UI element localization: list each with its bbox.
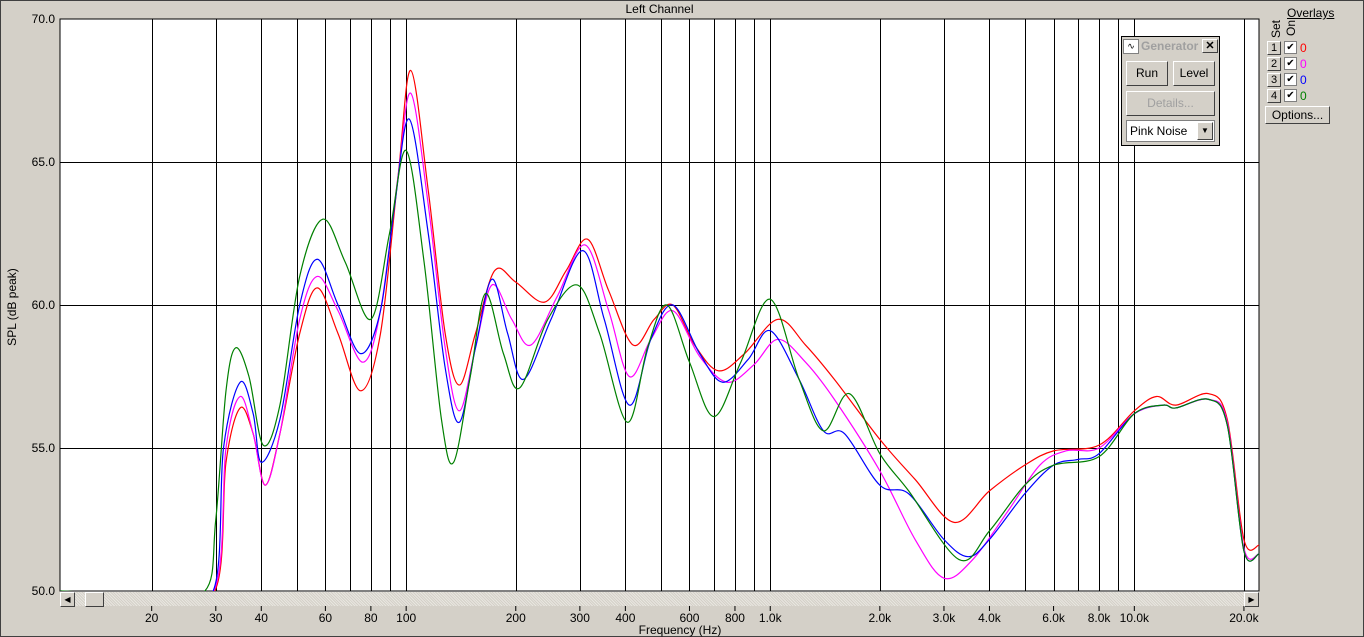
set-column-label: Set [1269,20,1283,39]
y-tick-label: 65.0 [32,155,56,169]
overlay-value: 0 [1300,56,1307,71]
x-tick-label: 600 [679,611,699,625]
x-tick-label: 100 [396,611,416,625]
overlay-row-3: 3 ✔ 0 [1267,72,1307,87]
overlay-value: 0 [1300,88,1307,103]
overlay-value: 0 [1300,72,1307,87]
details-button[interactable]: Details... [1126,91,1215,116]
options-button[interactable]: Options... [1265,106,1330,124]
chart-title: Left Channel [625,2,694,16]
overlay-on-checkbox[interactable]: ✔ [1284,89,1297,102]
horizontal-scrollbar[interactable]: ◀ ▶ [60,591,1259,607]
x-tick-label: 3.0k [933,611,957,625]
y-tick-label: 70.0 [32,12,56,26]
on-column-label: On [1284,20,1298,37]
y-tick-label: 50.0 [32,584,56,598]
generator-title: Generator [1141,39,1199,53]
x-tick-label: 10.0k [1120,611,1150,625]
overlay-set-button[interactable]: 4 [1267,88,1281,103]
x-tick-label: 60 [319,611,333,625]
x-tick-label: 400 [615,611,635,625]
waveform-icon: ∿ [1123,38,1139,54]
x-tick-label: 20.0k [1229,611,1259,625]
x-tick-label: 200 [506,611,526,625]
generator-panel: ∿ Generator ✕ Run Level Details... Pink … [1121,36,1220,146]
overlay-set-button[interactable]: 1 [1267,40,1281,55]
x-tick-label: 8.0k [1088,611,1112,625]
x-tick-label: 40 [255,611,269,625]
level-button[interactable]: Level [1173,61,1215,86]
x-tick-label: 20 [145,611,159,625]
overlays-panel: Overlays Set On 1 ✔ 0 2 ✔ 0 3 ✔ 0 4 ✔ 0 Options... [1262,0,1364,637]
overlay-row-4: 4 ✔ 0 [1267,88,1307,103]
scroll-left-button[interactable]: ◀ [60,592,75,607]
close-icon[interactable]: ✕ [1202,39,1218,53]
overlay-set-button[interactable]: 3 [1267,72,1281,87]
run-button[interactable]: Run [1126,61,1168,86]
overlay-value: 0 [1300,40,1307,55]
x-tick-label: 1.0k [759,611,783,625]
series-line-1 [59,69,1260,602]
x-tick-label: 800 [725,611,745,625]
x-tick-label: 30 [209,611,223,625]
overlay-set-button[interactable]: 2 [1267,56,1281,71]
x-tick-label: 2.0k [869,611,893,625]
x-tick-label: 6.0k [1042,611,1066,625]
overlay-on-checkbox[interactable]: ✔ [1284,41,1297,54]
scrollbar-thumb[interactable] [85,592,104,607]
overlay-on-checkbox[interactable]: ✔ [1284,73,1297,86]
x-tick-label: 4.0k [978,611,1002,625]
x-tick-label: 80 [364,611,378,625]
x-tick-label: 300 [570,611,590,625]
signal-value: Pink Noise [1130,124,1188,138]
series-line-2 [59,92,1260,603]
generator-titlebar[interactable]: ∿ Generator ✕ [1122,37,1219,55]
y-tick-label: 55.0 [32,441,56,455]
overlay-row-2: 2 ✔ 0 [1267,56,1307,71]
scroll-right-button[interactable]: ▶ [1244,592,1259,607]
y-tick-label: 60.0 [32,298,56,312]
overlay-row-1: 1 ✔ 0 [1267,40,1307,55]
overlays-title[interactable]: Overlays [1287,6,1335,20]
chevron-down-icon[interactable]: ▼ [1197,122,1213,140]
signal-select[interactable]: Pink Noise ▼ [1126,120,1215,142]
x-axis-label: Frequency (Hz) [638,623,722,637]
series-line-4 [59,149,1260,597]
overlay-on-checkbox[interactable]: ✔ [1284,57,1297,70]
series-line-3 [59,118,1260,603]
